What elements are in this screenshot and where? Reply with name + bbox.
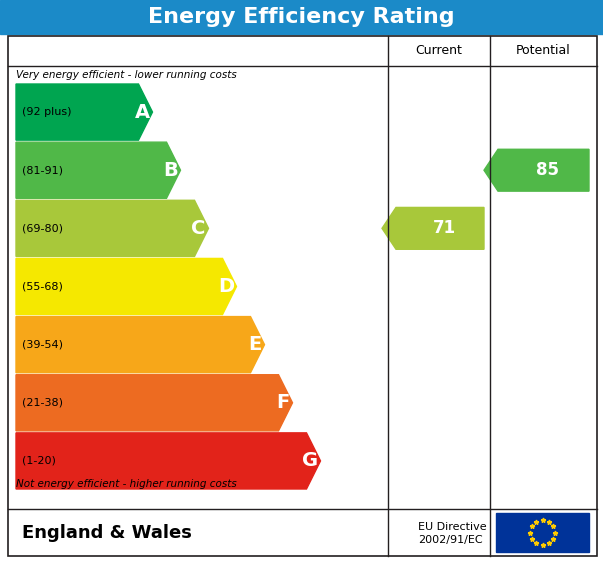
Text: 2002/91/EC: 2002/91/EC: [418, 535, 483, 544]
Text: (69-80): (69-80): [22, 223, 63, 233]
Polygon shape: [16, 84, 153, 140]
Polygon shape: [484, 149, 589, 191]
Text: E: E: [248, 335, 261, 354]
Text: D: D: [218, 277, 235, 296]
Text: A: A: [135, 103, 150, 122]
Text: (81-91): (81-91): [22, 165, 63, 175]
Text: EU Directive: EU Directive: [418, 522, 487, 531]
Text: Potential: Potential: [516, 45, 571, 58]
Polygon shape: [16, 374, 292, 431]
Polygon shape: [16, 142, 180, 199]
Text: B: B: [163, 161, 178, 180]
Text: 85: 85: [536, 161, 559, 179]
Text: (55-68): (55-68): [22, 281, 63, 292]
Text: (21-38): (21-38): [22, 398, 63, 408]
Polygon shape: [382, 208, 484, 249]
Text: G: G: [303, 451, 318, 470]
Polygon shape: [16, 316, 265, 373]
Polygon shape: [16, 200, 209, 257]
Text: Energy Efficiency Rating: Energy Efficiency Rating: [148, 7, 455, 27]
Polygon shape: [16, 433, 321, 489]
Bar: [496, 513, 589, 552]
Text: F: F: [276, 393, 289, 412]
Polygon shape: [16, 258, 236, 315]
Bar: [0, 0, 603, 34]
Text: Not energy efficient - higher running costs: Not energy efficient - higher running co…: [16, 479, 237, 489]
Text: Very energy efficient - lower running costs: Very energy efficient - lower running co…: [16, 70, 237, 80]
Text: (39-54): (39-54): [22, 340, 63, 350]
Text: England & Wales: England & Wales: [22, 523, 192, 541]
Text: Current: Current: [415, 45, 463, 58]
Text: 71: 71: [432, 219, 455, 237]
Text: C: C: [191, 219, 206, 238]
Text: (1-20): (1-20): [22, 456, 56, 466]
Text: (92 plus): (92 plus): [22, 107, 72, 117]
